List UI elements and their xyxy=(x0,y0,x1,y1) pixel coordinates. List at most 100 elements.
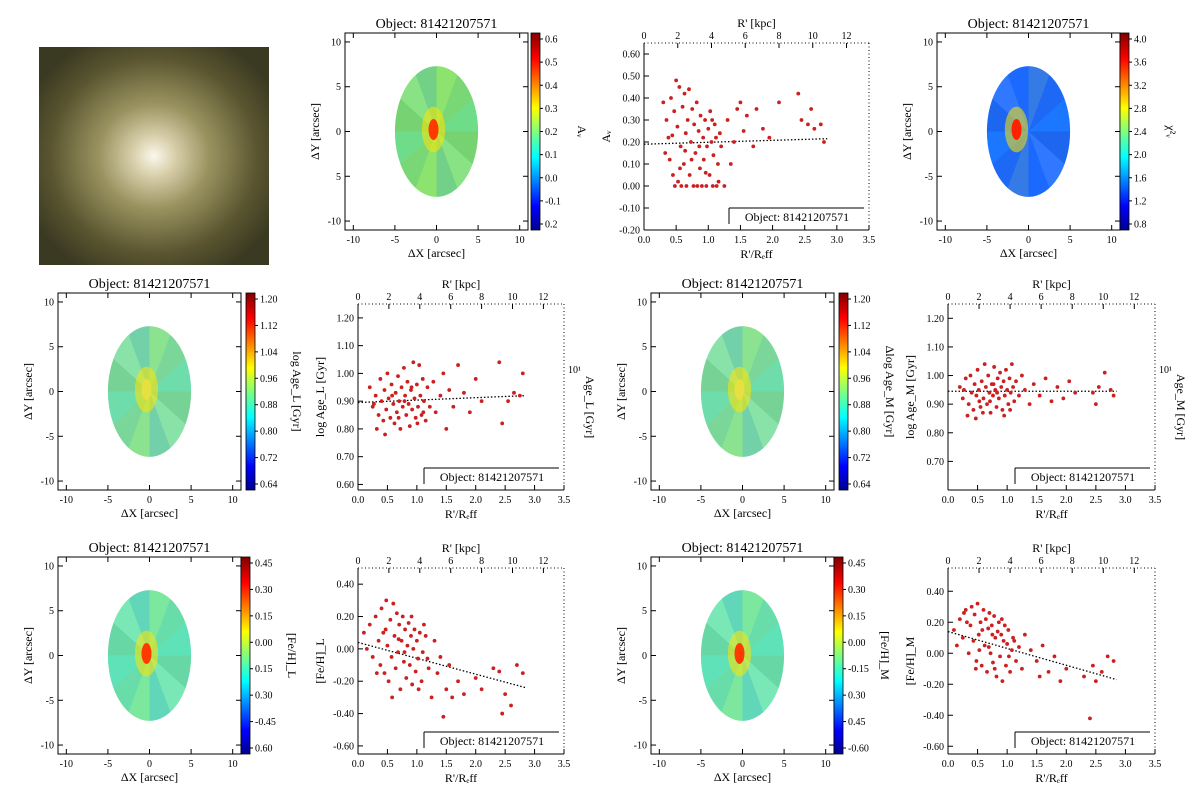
scatter-point xyxy=(982,643,987,648)
scatter-background xyxy=(948,304,1155,490)
scatter-point xyxy=(693,151,698,155)
scatter-point xyxy=(985,669,989,674)
scatter-toptick-label: 4 xyxy=(417,292,422,303)
scatter-point xyxy=(683,131,688,136)
scatter-point xyxy=(965,620,969,625)
map-xtick-label: -5 xyxy=(391,235,399,246)
scatter-point xyxy=(667,157,672,162)
map-title: Object: 81421207571 xyxy=(376,17,498,32)
scatter-point xyxy=(413,415,418,420)
scatter-ylabel: log Age_L [Gyr] xyxy=(313,357,327,437)
map-ytick-label: -10 xyxy=(41,477,54,488)
scatter-point xyxy=(954,643,959,648)
map-ytick-label: 5 xyxy=(642,342,647,353)
scatter-point xyxy=(361,630,366,635)
scatter-point xyxy=(394,410,399,415)
map-xlabel: ΔX [arcsec] xyxy=(121,506,178,520)
scatter-point xyxy=(988,651,993,656)
scatter-background xyxy=(948,568,1155,754)
scatter-point xyxy=(379,606,384,611)
scatter-point xyxy=(412,627,417,632)
scatter-point xyxy=(500,421,505,426)
colorbar-tick-label: 0.88 xyxy=(853,400,871,411)
scatter-xtick-label: 1.0 xyxy=(1001,759,1014,770)
scatter-top-xlabel: R' [kpc] xyxy=(442,277,480,291)
scatter-xtick-label: 1.0 xyxy=(411,759,424,770)
scatter-ytick-label: 0.30 xyxy=(623,116,641,127)
map-xtick-label: 5 xyxy=(1068,235,1073,246)
map-ytick-label: -10 xyxy=(328,217,341,228)
colorbar xyxy=(530,32,541,231)
map-sector xyxy=(149,391,192,425)
scatter-toptick-label: 2 xyxy=(977,556,982,567)
scatter-point xyxy=(450,695,455,700)
scatter-ylabel: Aᵥ xyxy=(599,130,613,143)
scatter-xtick-label: 0.0 xyxy=(638,235,651,246)
scatter-toptick-label: 10 xyxy=(808,31,818,42)
scatter-xtick-label: 0.5 xyxy=(971,759,984,770)
scatter-point xyxy=(423,418,428,423)
scatter-point xyxy=(1028,648,1033,653)
scatter-point xyxy=(512,390,516,395)
scatter-point xyxy=(703,118,707,122)
scatter-point xyxy=(777,100,781,105)
scatter-object-label: Object: 81421207571 xyxy=(745,210,849,224)
map-ytick-label: 10 xyxy=(44,297,54,308)
scatter-xlabel: R'/Rₑff xyxy=(1035,507,1067,521)
scatter-point xyxy=(664,118,669,122)
scatter-point xyxy=(987,390,992,395)
scatter-point xyxy=(990,632,995,637)
map-xtick-label: -5 xyxy=(104,759,112,770)
scatter-point xyxy=(421,410,426,415)
map-sector xyxy=(1028,98,1071,132)
scatter-point xyxy=(687,87,691,92)
scatter-point xyxy=(960,635,965,640)
scatter-point xyxy=(697,144,702,149)
scatter-xtick-label: 2.0 xyxy=(469,495,482,506)
colorbar-tick-label: 0.45 xyxy=(255,559,273,570)
scatter-point xyxy=(506,399,510,404)
colorbar-tick-label: 0.30 xyxy=(255,691,273,702)
scatter-point xyxy=(392,634,397,638)
scatter-point xyxy=(456,363,460,367)
map-sector xyxy=(1028,131,1071,165)
colorbar-tick-label: 0.64 xyxy=(260,480,278,491)
map-ytick-label: -5 xyxy=(639,696,647,707)
scatter-xtick-label: 0.0 xyxy=(942,495,955,506)
scatter-point xyxy=(432,638,437,643)
scatter-xtick-label: 0.0 xyxy=(352,759,365,770)
colorbar-tick-label: 2.8 xyxy=(1134,104,1147,115)
scatter-point xyxy=(416,656,420,661)
scatter-point xyxy=(500,711,505,716)
scatter-point xyxy=(704,184,709,188)
colorbar-tick-label: 0.00 xyxy=(255,638,273,649)
scatter-point xyxy=(699,184,704,188)
map-sector xyxy=(742,391,785,425)
colorbar-tick-label: 2.0 xyxy=(1134,150,1147,161)
map-xtick-label: -10 xyxy=(939,235,952,246)
scatter-point xyxy=(989,623,994,628)
scatter-point xyxy=(679,184,684,188)
scatter-ytick-label: 0.00 xyxy=(337,644,355,655)
scatter-ytick-label: 1.10 xyxy=(337,341,355,352)
map-sector xyxy=(149,391,186,449)
scatter-point xyxy=(979,663,984,668)
scatter-point xyxy=(969,390,974,395)
scatter-point xyxy=(479,687,484,692)
scatter-point xyxy=(416,404,420,409)
map-av: Object: 81421207571 -10 -5 0 5 10 10 5 0 5 -10 ΔX [… xyxy=(308,17,589,260)
colorbar xyxy=(838,292,849,491)
scatter-toptick-label: 8 xyxy=(1070,292,1075,303)
scatter-point xyxy=(404,413,409,417)
scatter-point xyxy=(999,385,1004,389)
scatter-fit-line xyxy=(947,630,1117,681)
scatter-point xyxy=(423,634,428,638)
scatter-point xyxy=(669,96,673,100)
scatter-point xyxy=(963,376,968,381)
scatter-top-xlabel: R' [kpc] xyxy=(1032,541,1070,555)
scatter-point xyxy=(963,607,968,612)
scatter-point xyxy=(995,629,1000,634)
scatter-point xyxy=(393,666,398,671)
scatter-point xyxy=(407,663,412,667)
scatter-point xyxy=(1005,387,1010,392)
